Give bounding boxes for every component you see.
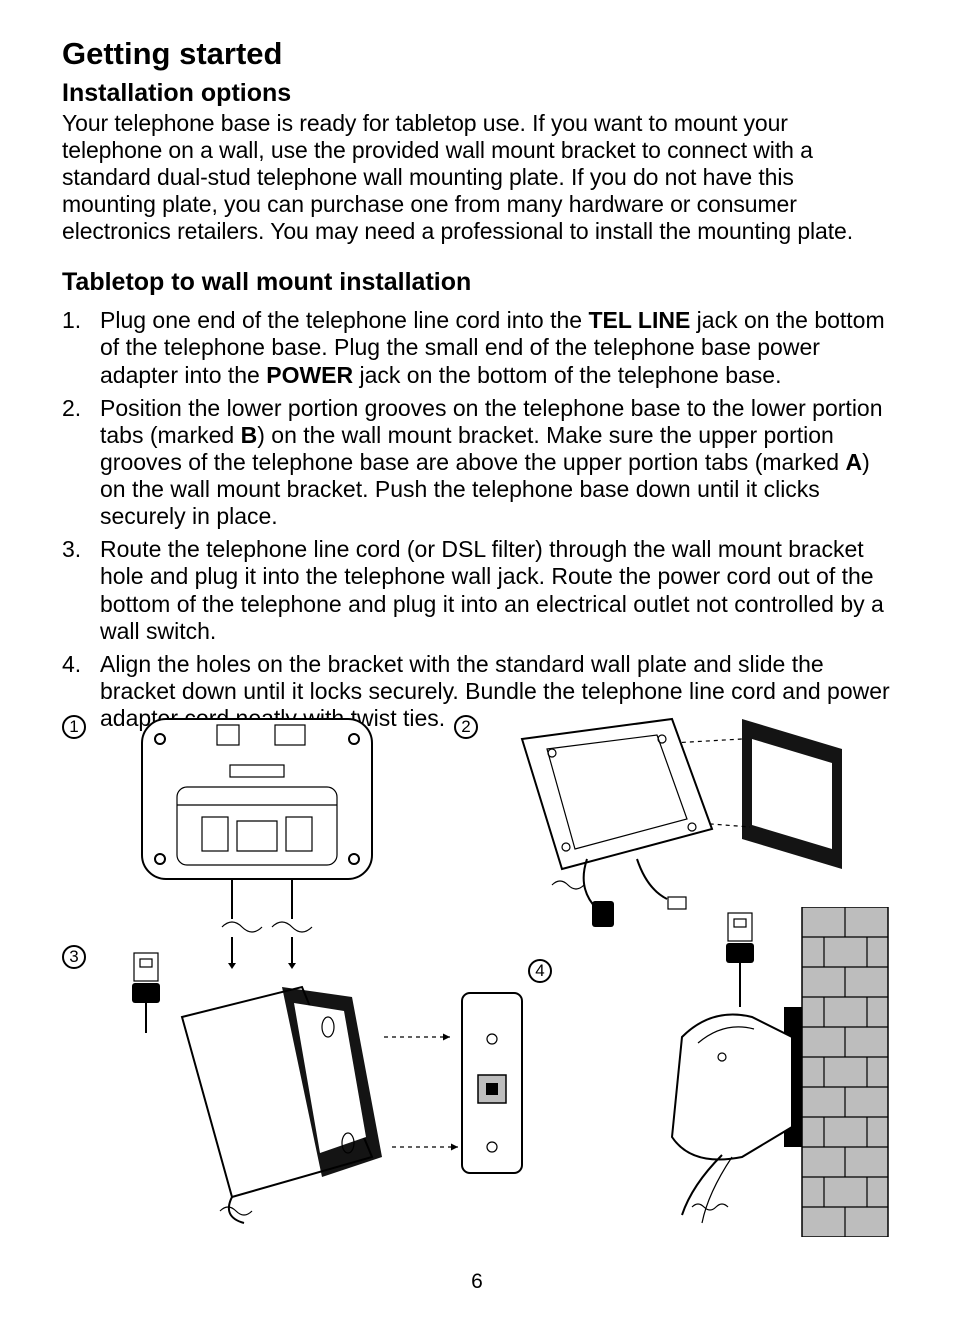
step-1-pre: Plug one end of the telephone line cord … (100, 307, 588, 333)
page-root: Getting started Installation options You… (0, 0, 954, 1336)
step-2-b1: B (241, 422, 258, 448)
diagram-label-2: 2 (454, 715, 478, 739)
step-2: Position the lower portion grooves on th… (62, 395, 892, 531)
section-heading-installation-options: Installation options (62, 78, 892, 108)
step-3-pre: Route the telephone line cord (or DSL fi… (100, 536, 884, 643)
diagram-panel-3 (112, 947, 532, 1227)
page-heading: Getting started (62, 36, 892, 72)
intro-part2: If you want to mount your (532, 110, 788, 136)
intro-part1: Your telephone base is ready for tableto… (62, 110, 532, 136)
intro-part3: telephone on a wall, use the provided wa… (62, 137, 853, 244)
diagram-label-3: 3 (62, 945, 86, 969)
section-heading-tabletop-wall: Tabletop to wall mount installation (62, 267, 892, 297)
step-1: Plug one end of the telephone line cord … (62, 307, 892, 388)
diagram-panel-1 (122, 709, 392, 969)
step-3: Route the telephone line cord (or DSL fi… (62, 536, 892, 645)
diagram-panel-4 (602, 907, 892, 1237)
diagram-panel-2 (492, 709, 862, 939)
step-1-post: jack on the bottom of the telephone base… (353, 362, 781, 388)
intro-paragraph: Your telephone base is ready for tableto… (62, 110, 892, 246)
step-1-b2: POWER (266, 362, 353, 388)
page-number: 6 (0, 1270, 954, 1294)
steps-list: Plug one end of the telephone line cord … (62, 307, 892, 732)
diagram-label-1: 1 (62, 715, 86, 739)
step-2-b2: A (845, 449, 862, 475)
step-1-b1: TEL LINE (588, 307, 690, 333)
diagram-area: 1 2 3 4 (62, 709, 892, 1239)
